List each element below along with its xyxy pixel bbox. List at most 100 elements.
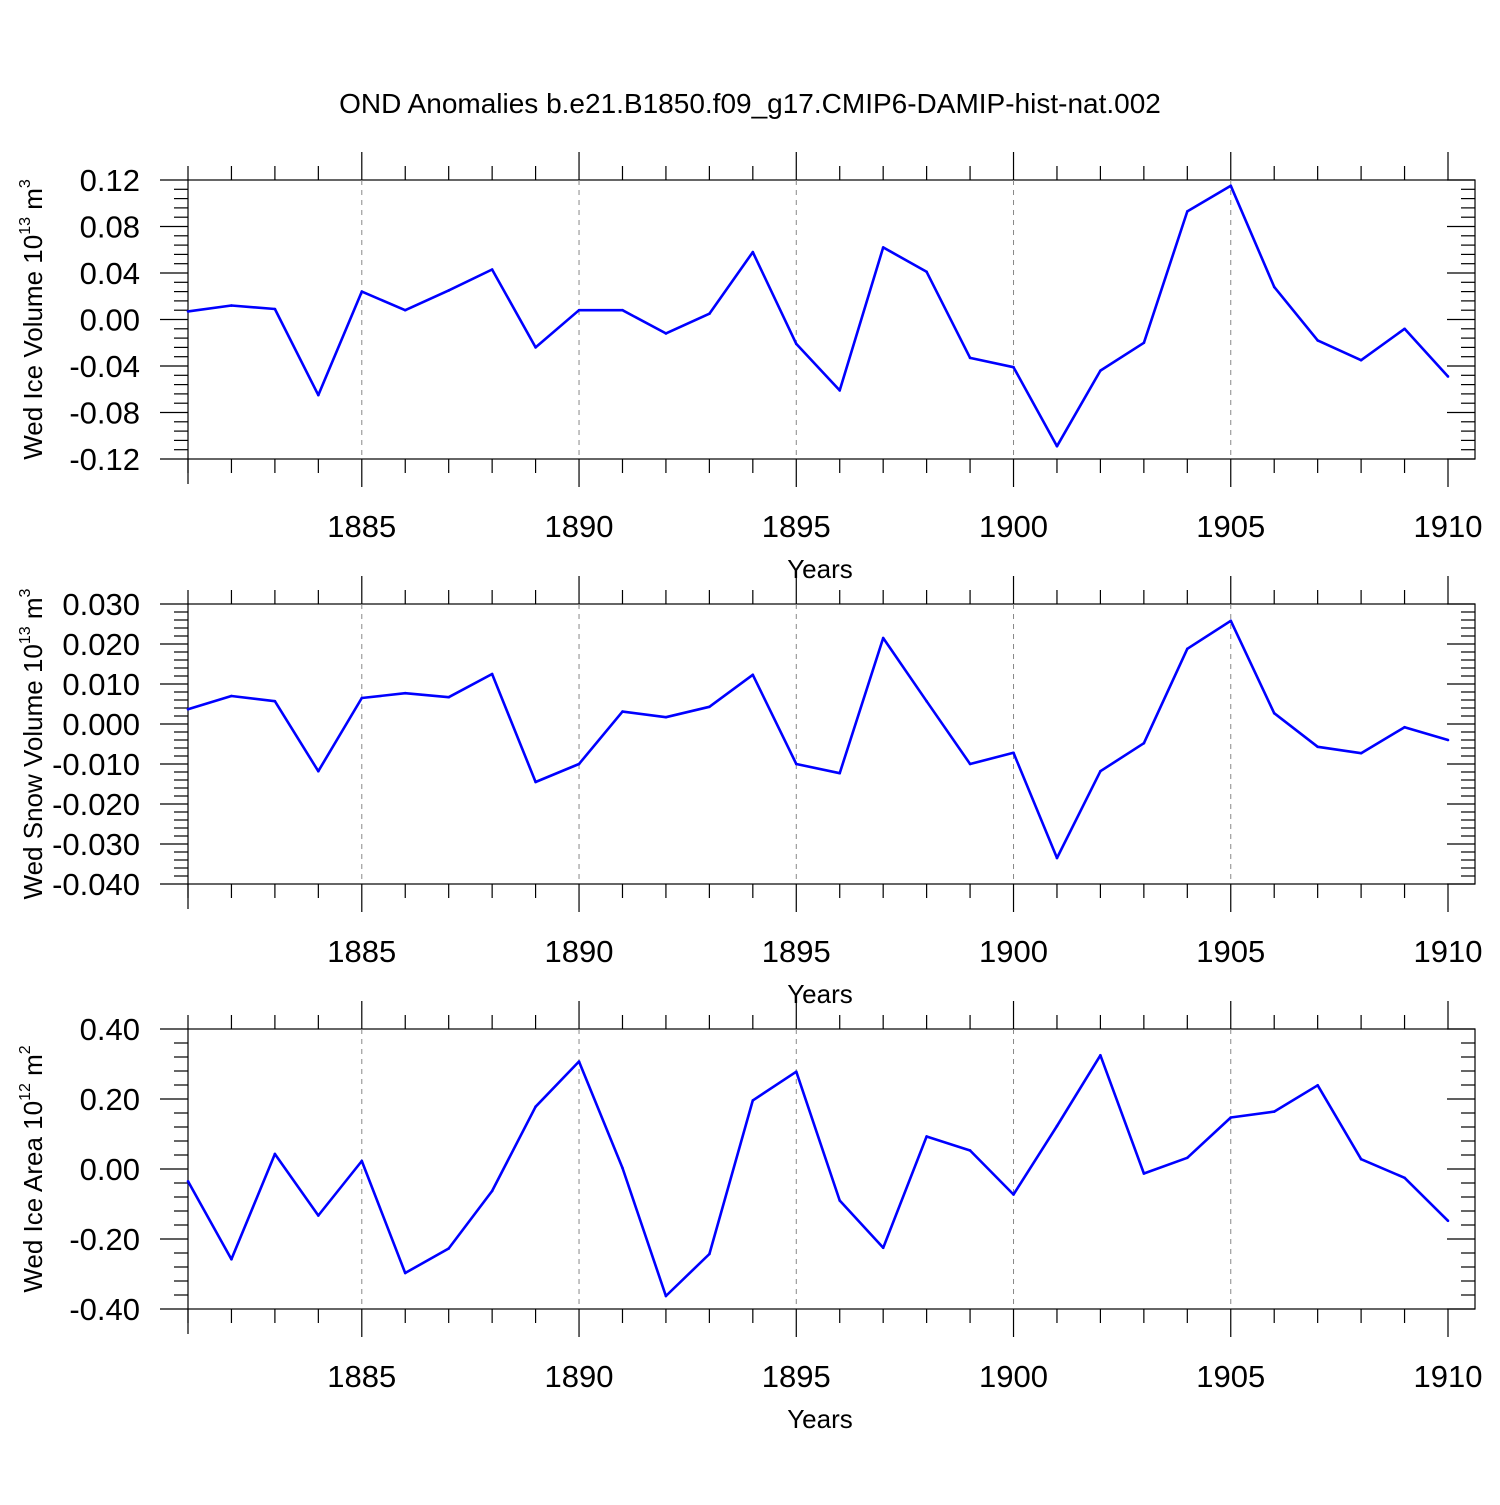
y-tick-label: 0.020 [62,627,140,662]
plot-frame-1 [187,179,1476,460]
data-point [621,1166,624,1170]
data-point [621,710,624,713]
data-point [1359,358,1363,362]
y-tick-label: -0.010 [52,747,140,782]
x-tick-label: 1885 [327,1359,396,1394]
data-point [1055,1124,1059,1128]
x-tick-label: 1890 [545,1359,614,1394]
data-point [751,250,755,254]
data-point [1142,741,1146,745]
y-axis-label: Wed Ice Area 1012 m2 [17,1045,48,1292]
data-point [1012,1193,1015,1196]
data-point [881,1246,885,1250]
data-point [838,1199,842,1202]
data-point [273,1152,277,1156]
data-point [447,695,450,699]
data-point [794,762,798,766]
series-line-3 [186,1054,1449,1298]
data-point [708,705,711,709]
data-point [490,268,494,271]
data-point [1186,647,1189,651]
y-tick-label: -0.020 [52,787,140,822]
data-point [1272,1110,1276,1113]
y-tick-label: 0.00 [80,303,140,338]
data-point [1012,365,1015,369]
data-point [751,673,755,677]
data-point [1229,1116,1233,1119]
data-point [881,246,885,249]
y-tick-label: -0.08 [69,396,140,431]
data-point [838,771,842,775]
data-point [317,769,320,773]
data-point [1316,1084,1319,1087]
data-point [273,307,277,311]
y-tick-label: 0.000 [62,707,140,742]
data-point [360,696,364,700]
data-point [1142,1172,1146,1175]
data-point [447,289,450,292]
data-point [1316,339,1319,342]
y-tick-label: 0.00 [80,1152,140,1187]
data-point [534,346,537,349]
y-tick-label: -0.20 [69,1222,140,1257]
data-point [1403,327,1406,331]
plot-frame-3 [187,1028,1476,1310]
data-point [1272,711,1276,715]
data-point [1055,444,1059,448]
x-tick-label: 1900 [979,1359,1048,1394]
data-point [186,707,190,711]
x-tick-label: 1905 [1196,509,1265,544]
data-point [1229,619,1233,623]
data-point [838,389,842,392]
data-point [925,1135,928,1138]
data-point [664,715,668,719]
data-point [230,304,233,307]
data-point [794,1070,798,1073]
data-point [317,1214,320,1217]
data-point [1012,751,1015,755]
data-point [577,762,581,766]
data-point [1359,1157,1363,1161]
y-axis-label: Wed Snow Volume 1013 m3 [17,588,48,899]
x-axis-label: Years [787,979,853,1009]
data-point [925,270,928,274]
y-tick-label: 0.04 [80,256,140,291]
data-point [1099,769,1102,773]
data-point [925,699,928,703]
data-point [1099,369,1102,372]
x-tick-label: 1885 [327,509,396,544]
x-axis-label: Years [787,1404,853,1434]
x-tick-label: 1885 [327,934,396,969]
x-tick-label: 1890 [545,934,614,969]
data-point [186,310,190,313]
data-point [186,1179,190,1183]
data-point [968,356,972,360]
data-point [403,308,407,312]
y-axis-label: Wed Ice Volume 1013 m3 [17,179,48,460]
data-point [1229,184,1233,188]
data-point [968,1149,972,1152]
data-point [534,780,537,784]
data-point [968,762,972,766]
x-tick-label: 1890 [545,509,614,544]
y-tick-label: -0.040 [52,867,140,902]
data-point [360,290,364,293]
x-tick-label: 1895 [762,934,831,969]
data-point [360,1159,364,1163]
data-point [1403,1176,1406,1180]
data-point [273,699,277,703]
data-point [534,1105,537,1108]
y-tick-label: -0.40 [69,1292,140,1327]
series-line-2 [187,619,1449,860]
data-point [1186,210,1189,213]
y-tick-label: 0.40 [80,1012,140,1047]
data-point [1446,1219,1450,1223]
data-point [1055,856,1059,860]
x-tick-label: 1895 [762,509,831,544]
data-point [1446,738,1450,742]
data-point [577,308,581,312]
data-point [794,342,798,346]
y-tick-label: -0.04 [69,349,140,384]
data-point [1403,725,1406,729]
